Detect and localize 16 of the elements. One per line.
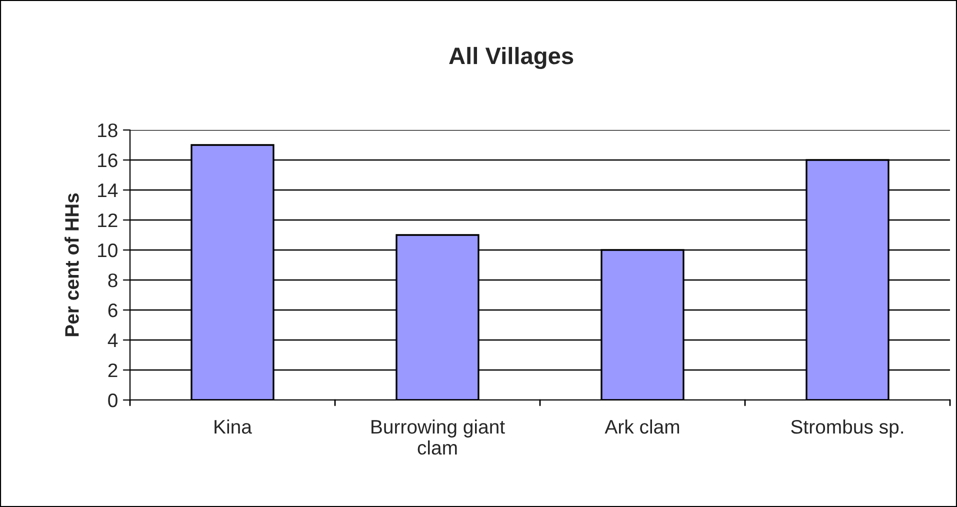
- y-tick-label: 6: [108, 303, 118, 318]
- y-tick-label: 10: [98, 243, 118, 258]
- y-tick-label: 14: [98, 184, 118, 198]
- chart-title: All Villages: [449, 46, 574, 70]
- y-tick-label: 16: [98, 153, 118, 168]
- x-tick-label: Strombus sp.: [791, 419, 904, 438]
- y-tick-label: 18: [98, 123, 118, 138]
- y-tick-label: 8: [108, 273, 118, 288]
- x-tick-label: Ark clam: [604, 419, 680, 434]
- x-tick-label: Kina: [214, 419, 252, 434]
- y-tick-label: 4: [108, 334, 118, 348]
- x-tick-label: Burrowing giant clam: [372, 419, 505, 455]
- y-tick-label: 0: [108, 393, 118, 408]
- y-axis-title: Per cent of HHs: [64, 193, 79, 336]
- y-tick-label: 12: [98, 213, 118, 228]
- y-tick-label: 2: [108, 363, 118, 378]
